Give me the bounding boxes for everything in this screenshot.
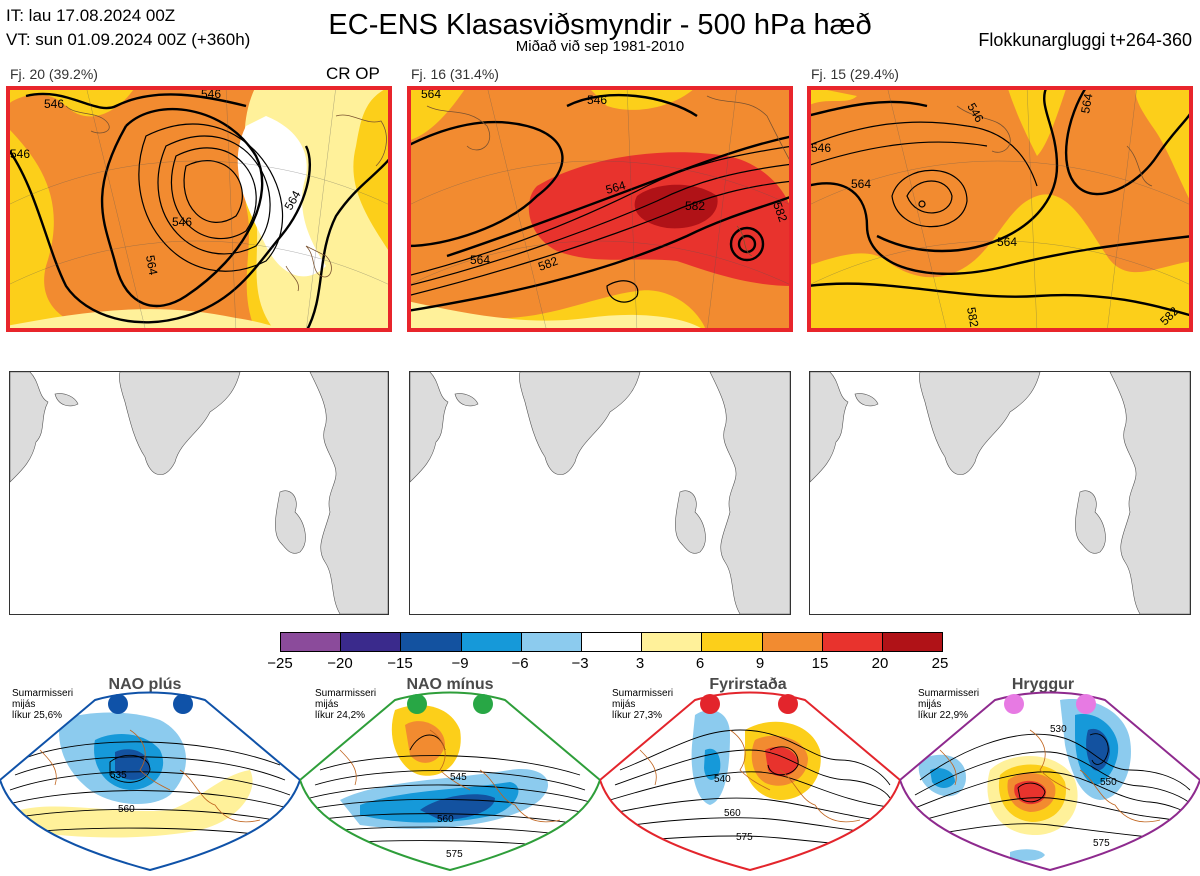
basemap-2 <box>409 371 791 615</box>
regime-2-name: NAO mínus <box>406 676 494 693</box>
cluster-1-label: Fj. 20 (39.2%) <box>10 66 98 82</box>
regime-2-contour-label: 575 <box>446 849 463 860</box>
cluster-2-contour-label: 564 <box>421 87 441 101</box>
regime-2-probability: Sumarmisseri mijás líkur 24,2% <box>315 688 377 721</box>
cluster-3-label: Fj. 15 (29.4%) <box>811 66 899 82</box>
cluster-1-contour-label: 546 <box>10 147 30 161</box>
colorbar-segment <box>461 633 522 651</box>
regime-4-probability: Sumarmisseri mijás líkur 22,9% <box>918 688 980 721</box>
cluster-1-contour-label: 546 <box>172 215 192 229</box>
cluster-2-contour-label: 582 <box>770 200 790 224</box>
regime-4-contour-label: 550 <box>1100 777 1117 788</box>
colorbar-segment <box>822 633 883 651</box>
colorbar-tick: −9 <box>451 655 469 672</box>
regime-1-map[interactable]: 535 560 <box>0 690 302 872</box>
cluster-2-contour-label: 564 <box>604 178 627 197</box>
cluster-2-contour-label: 564 <box>470 253 490 267</box>
cluster-3-map[interactable]: 546 546 564 564 564 582 582 <box>807 86 1193 332</box>
cluster-1-contour-label: 546 <box>44 97 64 111</box>
colorbar-tick: −15 <box>387 655 413 672</box>
colorbar-tick: 20 <box>871 655 889 672</box>
cluster-2-label: Fj. 16 (31.4%) <box>411 66 499 82</box>
basemap-3 <box>809 371 1191 615</box>
cluster-2-map[interactable]: 546 564 564 582 582 564 582 <box>407 86 793 332</box>
regime-1-contour-label: 560 <box>118 804 135 815</box>
regime-3-map[interactable]: 540 560 575 <box>598 690 902 872</box>
colorbar-tick: 9 <box>755 655 765 672</box>
colorbar-tick: −20 <box>327 655 353 672</box>
cluster-2-contour-label: 582 <box>536 254 560 274</box>
colorbar-segment <box>281 633 342 651</box>
regime-3-contour-label: 560 <box>724 808 741 819</box>
cluster-1-tag: CR OP <box>326 64 380 83</box>
cluster-3-contour-label: 546 <box>811 141 831 155</box>
regime-4-map[interactable]: 530 550 575 <box>898 690 1200 872</box>
regime-2-contour-label: 560 <box>437 814 454 825</box>
colorbar-segment <box>762 633 823 651</box>
regime-1-contour-label: 535 <box>110 770 127 781</box>
colorbar <box>280 632 943 652</box>
regime-3-contour-label: 540 <box>714 774 731 785</box>
colorbar-tick: −3 <box>571 655 589 672</box>
cluster-1-map[interactable]: 546 546 546 564 564 546 <box>6 86 392 332</box>
regime-2-map[interactable]: 545 560 575 <box>298 690 602 872</box>
cluster-2-contour-label: 582 <box>685 199 705 213</box>
colorbar-segment <box>642 633 703 651</box>
regime-1-name: NAO plús <box>108 676 182 693</box>
colorbar-tick: 15 <box>811 655 829 672</box>
colorbar-tick: −6 <box>511 655 529 672</box>
colorbar-tick: 3 <box>635 655 645 672</box>
basemap-1 <box>9 371 389 615</box>
classification-window: Flokkunargluggi t+264-360 <box>978 30 1192 50</box>
cluster-3-contour-label: 564 <box>851 177 871 191</box>
regime-4-contour-label: 530 <box>1050 724 1067 735</box>
page-subtitle: Miðað við sep 1981-2010 <box>515 38 685 55</box>
colorbar-tick: 6 <box>695 655 705 672</box>
colorbar-segment <box>702 633 763 651</box>
page-title: EC-ENS Klasasviðsmyndir - 500 hPa hæð <box>328 9 872 41</box>
valid-time: VT: sun 01.09.2024 00Z (+360h) <box>6 30 251 49</box>
cluster-3-contour-label: 564 <box>1078 92 1095 114</box>
cluster-1-contour-label: 546 <box>201 87 221 101</box>
colorbar-segment <box>401 633 462 651</box>
regime-2-contour-label: 545 <box>450 772 467 783</box>
colorbar-segment <box>341 633 402 651</box>
colorbar-tick: 25 <box>931 655 949 672</box>
cluster-2-contour-label: 546 <box>587 93 607 107</box>
header-info: IT: lau 17.08.2024 00Z VT: sun 01.09.202… <box>6 4 250 52</box>
regime-3-name: Fyrirstaða <box>709 676 787 693</box>
colorbar-segment <box>581 633 643 651</box>
colorbar-tick: −25 <box>267 655 293 672</box>
colorbar-segment <box>882 633 943 651</box>
init-time: IT: lau 17.08.2024 00Z <box>6 6 176 25</box>
cluster-3-contour-label: 564 <box>997 235 1017 249</box>
regime-4-contour-label: 575 <box>1093 838 1110 849</box>
colorbar-segment <box>521 633 582 651</box>
regime-3-probability: Sumarmisseri mijás líkur 27,3% <box>612 688 674 721</box>
cluster-3-contour-label: 582 <box>964 306 981 328</box>
regime-1-probability: Sumarmisseri mijás líkur 25,6% <box>12 688 74 721</box>
regime-3-contour-label: 575 <box>736 832 753 843</box>
cluster-1-contour-label: 564 <box>143 254 160 276</box>
regime-4-name: Hryggur <box>1011 676 1075 693</box>
